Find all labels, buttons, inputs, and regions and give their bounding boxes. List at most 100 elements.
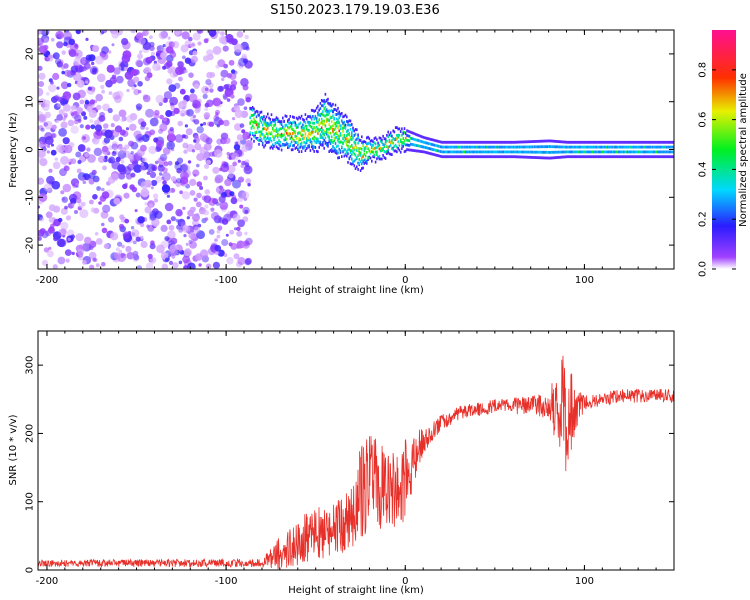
spectrogram-signal-cell xyxy=(249,121,251,125)
spectrogram-signal-cell xyxy=(412,143,414,147)
spectrogram-signal-cell xyxy=(556,145,559,149)
spectrogram-noise-cell xyxy=(120,117,126,123)
spectrogram-signal-cell xyxy=(337,151,339,155)
spectrogram-signal-cell xyxy=(317,104,319,108)
spectrogram-signal-cell xyxy=(527,140,530,144)
spectrogram-signal-cell xyxy=(639,140,641,144)
spectrogram-signal-cell xyxy=(590,155,593,159)
spectrogram-noise-cell xyxy=(133,164,142,173)
spectrogram-noise-cell xyxy=(192,50,198,56)
spectrogram-signal-cell xyxy=(536,140,539,143)
spectrogram-signal-cell xyxy=(566,145,569,149)
spectrogram-signal-cell xyxy=(530,156,532,159)
spectrogram-noise-cell xyxy=(50,149,57,156)
spectrogram-signal-cell xyxy=(654,145,657,149)
spectrogram-signal-cell xyxy=(348,123,351,127)
spectrogram-signal-cell xyxy=(394,143,397,147)
spectrogram-signal-cell xyxy=(325,117,328,121)
spectrogram-noise-cell xyxy=(132,254,140,262)
spectrogram-noise-cell xyxy=(71,251,75,256)
spectrogram-signal-cell xyxy=(542,139,545,143)
spectrogram-signal-cell xyxy=(392,147,394,151)
spectrogram-noise-cell xyxy=(66,96,70,100)
spectrogram-signal-cell xyxy=(398,148,401,152)
spectrogram-noise-cell xyxy=(170,237,178,245)
spectrogram-signal-cell xyxy=(284,129,287,133)
spectrogram-signal-cell xyxy=(290,122,293,125)
spectrogram-signal-cell xyxy=(254,131,256,135)
spectrogram-signal-cell xyxy=(273,136,275,140)
spectrogram-signal-cell xyxy=(320,136,323,139)
spectrogram-noise-cell xyxy=(186,216,190,220)
spectrogram-noise-cell xyxy=(63,104,71,112)
spectrogram-noise-cell xyxy=(239,123,245,128)
spectrogram-signal-cell xyxy=(562,150,565,154)
spectrogram-signal-cell xyxy=(468,140,471,144)
spectrogram-signal-cell xyxy=(438,145,441,148)
spectrogram-signal-cell xyxy=(290,124,293,128)
spectrogram-signal-cell xyxy=(353,146,356,150)
spectrogram-noise-cell xyxy=(199,186,204,190)
spectrogram-signal-cell xyxy=(441,145,443,149)
spectrogram-signal-cell xyxy=(310,116,313,120)
spectrogram-signal-cell xyxy=(581,140,584,144)
spectrogram-signal-cell xyxy=(352,150,354,154)
spectrogram-signal-cell xyxy=(391,153,393,156)
spectrogram-signal-cell xyxy=(653,145,655,149)
spectrogram-signal-cell xyxy=(325,98,328,102)
spectrogram-signal-cell xyxy=(534,140,536,143)
spectrogram-signal-cell xyxy=(282,116,284,120)
spectrogram-signal-cell xyxy=(541,145,544,149)
spectrogram-signal-cell xyxy=(510,150,512,154)
spectrogram-noise-cell xyxy=(195,213,200,217)
spectrogram-signal-cell xyxy=(351,162,353,166)
spectrogram-noise-cell xyxy=(182,255,191,264)
spectrogram-signal-cell xyxy=(664,150,667,154)
spectrogram-signal-cell xyxy=(328,109,330,113)
spectrogram-signal-cell xyxy=(249,116,251,120)
spectrogram-signal-cell xyxy=(588,150,590,154)
spectrogram-signal-cell xyxy=(349,145,352,148)
spectrogram-signal-cell xyxy=(277,141,279,145)
spectrogram-signal-cell xyxy=(615,150,618,154)
spectrogram-signal-cell xyxy=(347,144,349,148)
spectrogram-signal-cell xyxy=(611,140,614,144)
spectrogram-noise-cell xyxy=(185,242,189,246)
spectrogram-noise-cell xyxy=(82,260,87,265)
spectrogram-noise-cell xyxy=(88,54,96,62)
spectrogram-noise-cell xyxy=(145,262,154,269)
spectrogram-signal-cell xyxy=(517,145,520,149)
spectrogram-signal-cell xyxy=(342,121,344,125)
spectrogram-noise-cell xyxy=(215,201,220,206)
spectrogram-signal-cell xyxy=(333,108,335,111)
spectrogram-noise-cell xyxy=(149,117,159,127)
spectrogram-noise-cell xyxy=(204,204,209,209)
spectrogram-signal-cell xyxy=(315,120,318,124)
spectrogram-signal-cell xyxy=(457,140,460,144)
spectrogram-noise-cell xyxy=(178,76,183,82)
spectrogram-signal-cell xyxy=(589,155,591,159)
spectrogram-noise-cell xyxy=(61,50,66,55)
spectrogram-signal-cell xyxy=(325,120,328,123)
spectrogram-signal-cell xyxy=(322,104,324,108)
spectrogram-signal-cell xyxy=(408,144,411,147)
spectrogram-noise-cell xyxy=(217,225,223,231)
spectrogram-noise-cell xyxy=(118,166,127,175)
spectrogram-signal-cell xyxy=(573,155,575,159)
spectrogram-signal-cell xyxy=(623,150,625,154)
spectrogram-signal-cell xyxy=(348,133,351,137)
spectrogram-signal-cell xyxy=(511,145,514,149)
spectrogram-signal-cell xyxy=(270,121,273,124)
spectrogram-x-ticks: -200 -100 0 100 xyxy=(36,30,675,286)
spectrogram-signal-cell xyxy=(356,138,358,141)
spectrogram-noise-cell xyxy=(40,127,45,132)
spectrogram-signal-cell xyxy=(359,151,362,155)
spectrogram-signal-cell xyxy=(640,155,643,159)
spectrogram-noise-cell xyxy=(245,178,252,185)
spectrogram-signal-cell xyxy=(285,137,288,141)
spectrogram-signal-cell xyxy=(433,143,436,147)
spectrogram-noise-cell xyxy=(223,162,229,168)
spectrogram-signal-cell xyxy=(313,145,315,149)
spectrogram-signal-cell xyxy=(264,123,267,126)
